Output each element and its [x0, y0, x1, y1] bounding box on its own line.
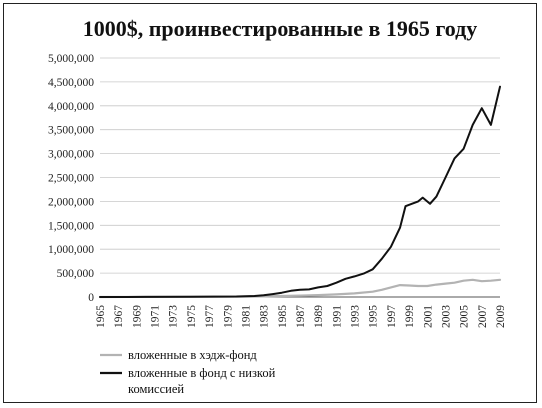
y-tick-label: 0	[88, 292, 94, 304]
chart-title: 1000$, проинвестированные в 1965 году	[83, 16, 478, 41]
chart-frame	[3, 3, 537, 403]
x-tick-label: 1985	[277, 305, 289, 328]
x-tick-label: 1979	[222, 305, 234, 328]
y-tick-label: 1,000,000	[48, 244, 94, 256]
x-tick-label: 2005	[459, 305, 471, 328]
x-tick-label: 1967	[113, 305, 125, 328]
y-tick-label: 1,500,000	[48, 220, 94, 232]
x-tick-label: 2007	[477, 305, 489, 328]
x-tick-label: 1989	[313, 305, 325, 328]
y-tick-label: 4,000,000	[48, 101, 94, 113]
x-tick-label: 1977	[204, 305, 216, 328]
legend-label-line: вложенные в хэдж-фонд	[128, 348, 257, 362]
y-tick-label: 5,000,000	[48, 53, 94, 65]
x-tick-label: 1973	[168, 305, 180, 328]
y-tick-label: 2,000,000	[48, 196, 94, 208]
legend-label: вложенные в хэдж-фонд	[128, 348, 257, 362]
legend-label-line: комиссией	[128, 382, 184, 396]
x-tick-label: 1987	[295, 305, 307, 328]
y-tick-label: 3,500,000	[48, 125, 94, 137]
series-line	[99, 85, 501, 298]
x-tick-label: 1983	[259, 305, 271, 328]
y-tick-label: 2,500,000	[48, 173, 94, 185]
legend-label: вложенные в фонд с низкой комиссией	[128, 366, 276, 396]
x-tick-label: 1965	[95, 305, 107, 328]
x-tick-label: 1995	[368, 305, 380, 328]
x-tick-label: 1981	[240, 305, 252, 328]
x-tick-label: 1997	[386, 305, 398, 328]
x-tick-label: 2003	[440, 305, 452, 328]
x-tick-label: 1991	[331, 305, 343, 328]
x-tick-label: 1971	[150, 305, 162, 328]
y-tick-label: 500,000	[57, 268, 95, 280]
x-tick-label: 1975	[186, 305, 198, 328]
x-tick-label: 2001	[422, 305, 434, 328]
x-tick-label: 2009	[495, 305, 507, 328]
x-tick-label: 1999	[404, 305, 416, 328]
series-line	[98, 278, 502, 299]
y-tick-label: 4,500,000	[48, 77, 94, 89]
x-tick-label: 1969	[131, 305, 143, 328]
x-tick-label: 1993	[350, 305, 362, 328]
y-tick-label: 3,000,000	[48, 149, 94, 161]
legend-label-line: вложенные в фонд с низкой	[128, 366, 276, 380]
